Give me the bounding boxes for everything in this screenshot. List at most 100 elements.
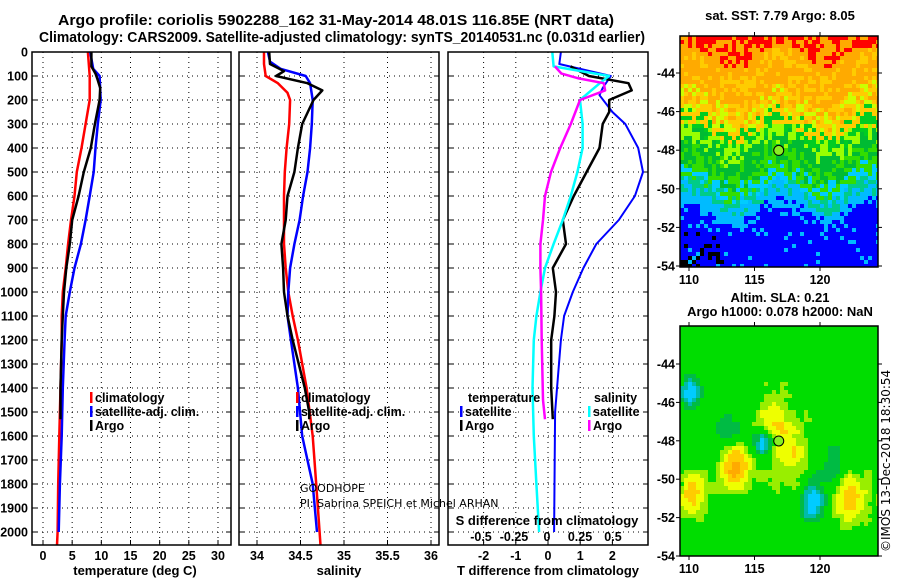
map-cell	[848, 68, 852, 72]
map-cell	[864, 100, 868, 104]
map-cell	[776, 422, 780, 426]
map-cell	[736, 72, 740, 76]
map-cell	[796, 188, 800, 192]
map-cell	[868, 204, 872, 208]
map-cell	[860, 236, 864, 240]
depth-tick-label: 0	[21, 46, 28, 60]
map-cell	[712, 60, 716, 64]
map-cell	[836, 184, 840, 188]
map-cell	[836, 216, 840, 220]
map-cell	[772, 48, 776, 52]
map-cell	[856, 132, 860, 136]
map-cell	[788, 442, 792, 446]
map-cell	[864, 342, 868, 346]
map-cell	[864, 362, 868, 366]
map-cell	[768, 386, 772, 390]
map-cell	[772, 112, 776, 116]
map-cell	[692, 228, 696, 232]
map-cell	[876, 60, 878, 64]
map-cell	[704, 248, 708, 252]
map-cell	[708, 140, 712, 144]
map-cell	[708, 394, 712, 398]
map-cell	[792, 204, 796, 208]
map-cell	[832, 370, 836, 374]
legend-group-title: salinity	[594, 391, 637, 405]
map-cell	[844, 52, 848, 56]
map-cell	[832, 378, 836, 382]
map-cell	[752, 80, 756, 84]
map-cell	[708, 88, 712, 92]
map-cell	[704, 72, 708, 76]
map-cell	[688, 184, 692, 188]
map-cell	[684, 104, 688, 108]
map-cell	[708, 148, 712, 152]
map-cell	[820, 224, 824, 228]
map-cell	[868, 462, 872, 466]
map-cell	[808, 196, 812, 200]
map-cell	[840, 236, 844, 240]
map-cell	[800, 52, 804, 56]
map-cell	[864, 148, 868, 152]
map-cell	[764, 96, 768, 100]
map-cell	[728, 410, 732, 414]
map-cell	[740, 76, 744, 80]
map-cell	[872, 188, 876, 192]
map-cell	[856, 260, 860, 264]
map-cell	[704, 196, 708, 200]
map-cell	[768, 212, 772, 216]
map-cell	[736, 52, 740, 56]
map-cell	[752, 386, 756, 390]
map-cell	[784, 100, 788, 104]
map-cell	[852, 414, 856, 418]
map-cell	[788, 52, 792, 56]
map-cell	[732, 196, 736, 200]
map-cell	[704, 458, 708, 462]
map-cell	[708, 104, 712, 108]
map-cell	[760, 346, 764, 350]
map-cell	[836, 354, 840, 358]
map-cell	[756, 398, 760, 402]
map-cell	[856, 148, 860, 152]
map-cell	[848, 422, 852, 426]
map-cell	[728, 100, 732, 104]
map-cell	[716, 402, 720, 406]
map-cell	[876, 216, 878, 220]
map-cell	[688, 362, 692, 366]
map-cell	[824, 136, 828, 140]
map-cell	[728, 390, 732, 394]
map-cell	[844, 330, 848, 334]
map-cell	[684, 386, 688, 390]
map-cell	[808, 84, 812, 88]
map-cell	[836, 394, 840, 398]
map-cell	[680, 104, 684, 108]
map-cell	[776, 52, 780, 56]
map-cell	[748, 160, 752, 164]
map-cell	[828, 386, 832, 390]
map-cell	[724, 458, 728, 462]
map-cell	[824, 104, 828, 108]
map-cell	[876, 374, 878, 378]
map-cell	[820, 120, 824, 124]
map-cell	[872, 100, 876, 104]
map-cell	[848, 342, 852, 346]
map-cell	[684, 390, 688, 394]
map-cell	[680, 466, 684, 470]
map-cell	[808, 406, 812, 410]
map-cell	[788, 152, 792, 156]
map-cell	[852, 220, 856, 224]
map-cell	[820, 208, 824, 212]
map-cell	[824, 120, 828, 124]
map-cell	[780, 434, 784, 438]
map-cell	[736, 168, 740, 172]
map-cell	[708, 454, 712, 458]
map-cell	[740, 100, 744, 104]
map-cell	[740, 402, 744, 406]
map-cell	[864, 338, 868, 342]
map-cell	[784, 192, 788, 196]
map-cell	[772, 236, 776, 240]
map-cell	[840, 414, 844, 418]
map-cell	[828, 260, 832, 264]
map-cell	[844, 358, 848, 362]
map-cell	[724, 40, 728, 44]
map-cell	[776, 454, 780, 458]
